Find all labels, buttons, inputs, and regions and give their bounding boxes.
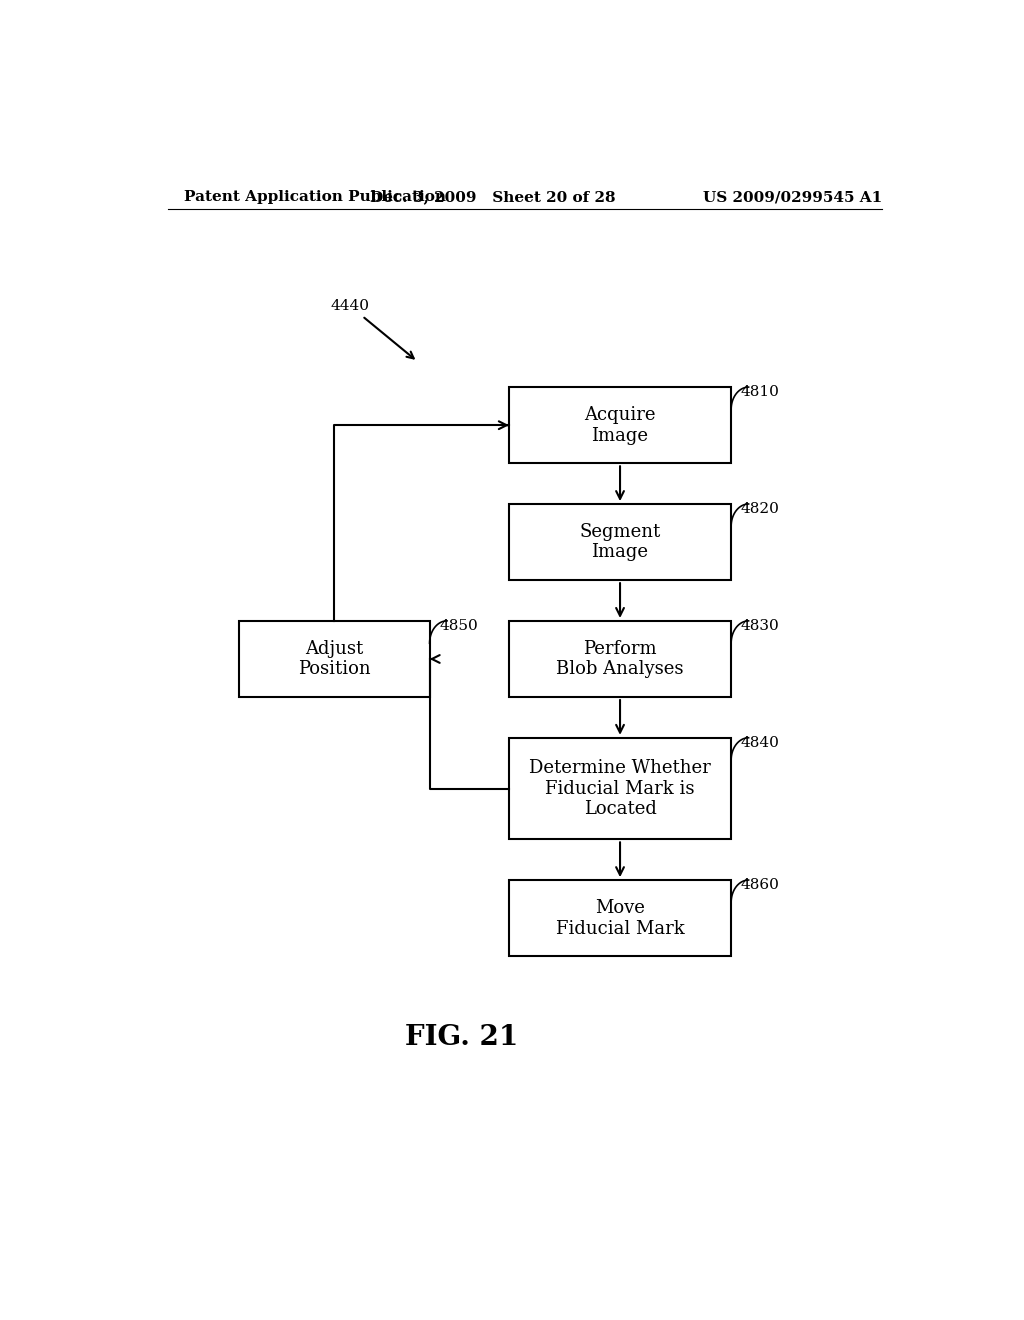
Text: Dec. 3, 2009   Sheet 20 of 28: Dec. 3, 2009 Sheet 20 of 28	[371, 190, 615, 205]
Text: Patent Application Publication: Patent Application Publication	[183, 190, 445, 205]
Text: 4830: 4830	[740, 619, 779, 632]
Text: FIG. 21: FIG. 21	[404, 1024, 518, 1051]
FancyBboxPatch shape	[509, 738, 731, 840]
FancyBboxPatch shape	[240, 620, 430, 697]
Text: 4810: 4810	[740, 385, 779, 399]
Text: Determine Whether
Fiducial Mark is
Located: Determine Whether Fiducial Mark is Locat…	[529, 759, 711, 818]
FancyBboxPatch shape	[509, 387, 731, 463]
Text: Move
Fiducial Mark: Move Fiducial Mark	[556, 899, 684, 937]
FancyBboxPatch shape	[509, 620, 731, 697]
Text: 4840: 4840	[740, 735, 779, 750]
Text: Segment
Image: Segment Image	[580, 523, 660, 561]
Text: Adjust
Position: Adjust Position	[298, 640, 371, 678]
Text: 4860: 4860	[740, 878, 779, 892]
Text: 4850: 4850	[439, 619, 478, 632]
Text: 4440: 4440	[331, 298, 370, 313]
Text: Acquire
Image: Acquire Image	[585, 405, 655, 445]
Text: Perform
Blob Analyses: Perform Blob Analyses	[556, 640, 684, 678]
FancyBboxPatch shape	[509, 880, 731, 956]
FancyBboxPatch shape	[509, 504, 731, 581]
Text: 4820: 4820	[740, 502, 779, 516]
Text: US 2009/0299545 A1: US 2009/0299545 A1	[702, 190, 882, 205]
